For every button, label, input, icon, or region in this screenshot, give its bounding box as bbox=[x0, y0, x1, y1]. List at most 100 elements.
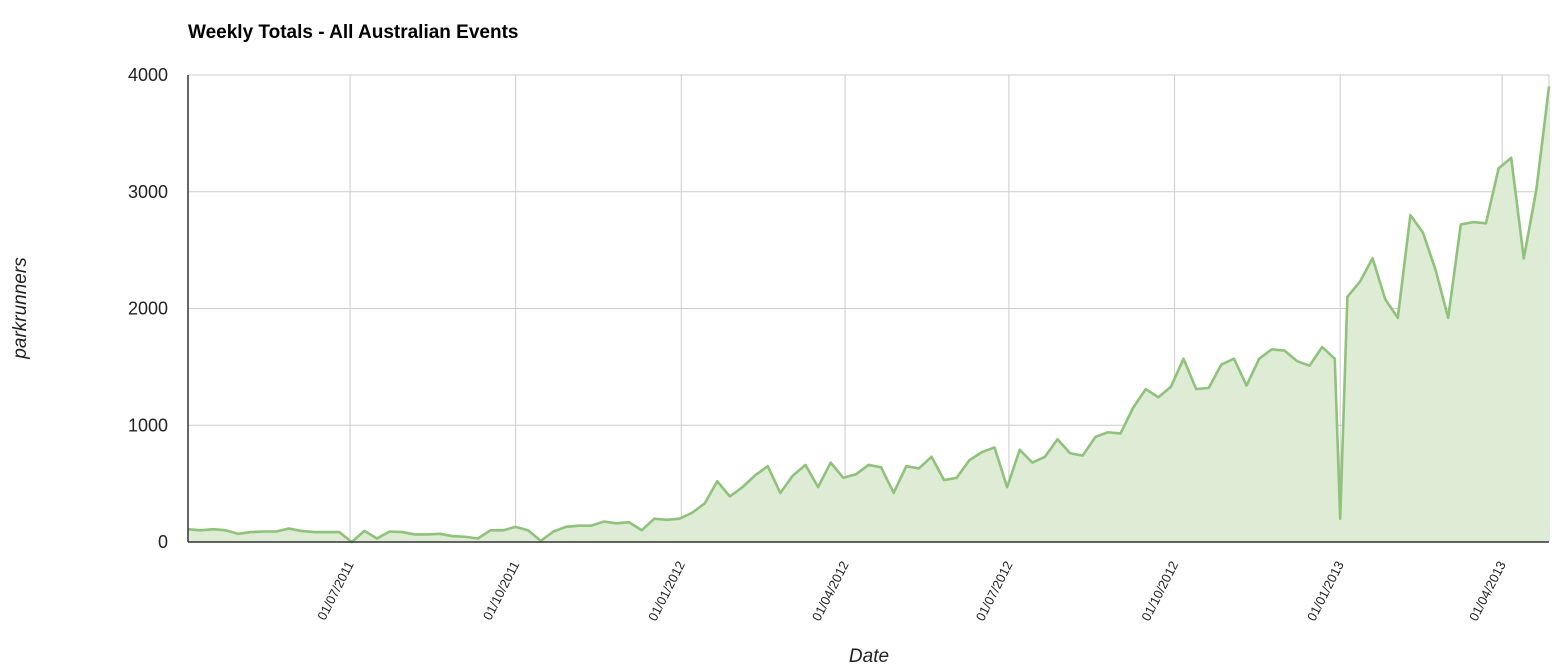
data-point bbox=[388, 530, 391, 533]
data-point bbox=[1182, 357, 1185, 360]
data-point bbox=[451, 535, 454, 537]
y-tick-label: 1000 bbox=[128, 415, 168, 435]
data-point bbox=[250, 531, 252, 533]
data-point bbox=[338, 531, 341, 533]
data-point bbox=[1523, 257, 1525, 260]
data-point bbox=[1485, 222, 1487, 225]
data-point bbox=[930, 455, 933, 458]
data-point bbox=[1207, 387, 1210, 389]
data-point bbox=[1339, 517, 1341, 520]
data-point bbox=[628, 521, 630, 523]
data-point bbox=[426, 533, 429, 536]
data-point bbox=[842, 476, 845, 479]
data-point bbox=[325, 531, 328, 533]
data-point bbox=[729, 495, 731, 498]
data-point bbox=[212, 528, 214, 530]
data-point bbox=[1333, 357, 1336, 360]
data-point bbox=[313, 531, 315, 533]
data-point bbox=[1081, 454, 1084, 457]
data-point bbox=[1283, 349, 1286, 352]
data-point bbox=[1094, 436, 1097, 438]
data-point bbox=[1031, 461, 1034, 464]
data-point bbox=[754, 474, 756, 477]
data-point bbox=[678, 517, 681, 520]
data-point bbox=[691, 512, 693, 514]
data-point bbox=[288, 527, 290, 530]
data-point bbox=[1270, 348, 1273, 351]
data-point bbox=[615, 522, 618, 525]
y-axis-ticks: 0 1000 2000 3000 4000 bbox=[128, 65, 168, 552]
data-point bbox=[1497, 167, 1500, 170]
data-point bbox=[603, 520, 605, 523]
data-point bbox=[577, 524, 580, 527]
data-point bbox=[1258, 357, 1260, 360]
data-point bbox=[1359, 280, 1361, 283]
data-point bbox=[237, 533, 240, 535]
data-point bbox=[590, 524, 593, 527]
data-point bbox=[766, 465, 769, 467]
x-tick-label: 01/10/2011 bbox=[480, 559, 522, 623]
data-point bbox=[1119, 432, 1122, 435]
data-point bbox=[1107, 431, 1109, 434]
data-point bbox=[565, 526, 567, 528]
data-point bbox=[376, 537, 378, 540]
x-axis-label: Date bbox=[849, 646, 889, 667]
x-tick-label: 01/04/2013 bbox=[1466, 559, 1509, 624]
data-point bbox=[1245, 384, 1248, 387]
data-point bbox=[489, 529, 492, 532]
data-point bbox=[1434, 269, 1437, 271]
data-point bbox=[1409, 214, 1412, 216]
data-point bbox=[552, 530, 555, 533]
data-point bbox=[502, 529, 504, 532]
data-point bbox=[855, 473, 857, 476]
data-point bbox=[666, 519, 668, 521]
x-tick-label: 01/04/2012 bbox=[809, 559, 852, 624]
data-point bbox=[1308, 364, 1311, 367]
data-point bbox=[1459, 223, 1462, 226]
data-point bbox=[1510, 157, 1512, 159]
data-point bbox=[1296, 360, 1298, 362]
data-point bbox=[1346, 296, 1349, 298]
data-point bbox=[275, 530, 278, 533]
y-tick-label: 3000 bbox=[128, 182, 168, 202]
data-point bbox=[414, 533, 416, 536]
data-point bbox=[527, 529, 530, 532]
x-tick-label: 01/07/2012 bbox=[973, 559, 1016, 624]
data-point bbox=[1056, 438, 1059, 441]
data-point bbox=[540, 540, 542, 542]
data-point bbox=[968, 459, 971, 462]
data-point bbox=[439, 533, 441, 535]
series-line bbox=[187, 86, 1551, 544]
series-area bbox=[188, 86, 1549, 543]
data-point bbox=[262, 530, 265, 533]
y-axis-label: parkrunners bbox=[10, 257, 31, 360]
data-point bbox=[1396, 317, 1399, 319]
data-point bbox=[1006, 486, 1008, 488]
data-point bbox=[1422, 231, 1424, 234]
data-point bbox=[892, 492, 895, 494]
data-point bbox=[779, 492, 782, 494]
x-tick-label: 01/10/2012 bbox=[1138, 559, 1181, 624]
data-point bbox=[993, 446, 996, 449]
y-tick-label: 4000 bbox=[128, 65, 168, 85]
data-point bbox=[1472, 221, 1475, 223]
data-point bbox=[867, 464, 870, 466]
x-tick-label: 01/01/2012 bbox=[645, 559, 688, 624]
data-point bbox=[1144, 388, 1147, 390]
x-tick-label: 01/07/2011 bbox=[314, 559, 356, 623]
data-point bbox=[225, 529, 227, 532]
data-point bbox=[792, 474, 794, 477]
data-point bbox=[477, 537, 479, 540]
data-point bbox=[1044, 455, 1046, 458]
data-point bbox=[716, 480, 719, 483]
data-point bbox=[1233, 357, 1235, 360]
data-point bbox=[880, 466, 882, 469]
data-point bbox=[300, 530, 303, 532]
data-point bbox=[905, 465, 908, 467]
data-point bbox=[943, 479, 945, 481]
data-point bbox=[1321, 346, 1323, 348]
data-point bbox=[1548, 85, 1550, 88]
data-point bbox=[918, 467, 920, 470]
data-point bbox=[199, 529, 202, 532]
data-point bbox=[1447, 317, 1449, 319]
